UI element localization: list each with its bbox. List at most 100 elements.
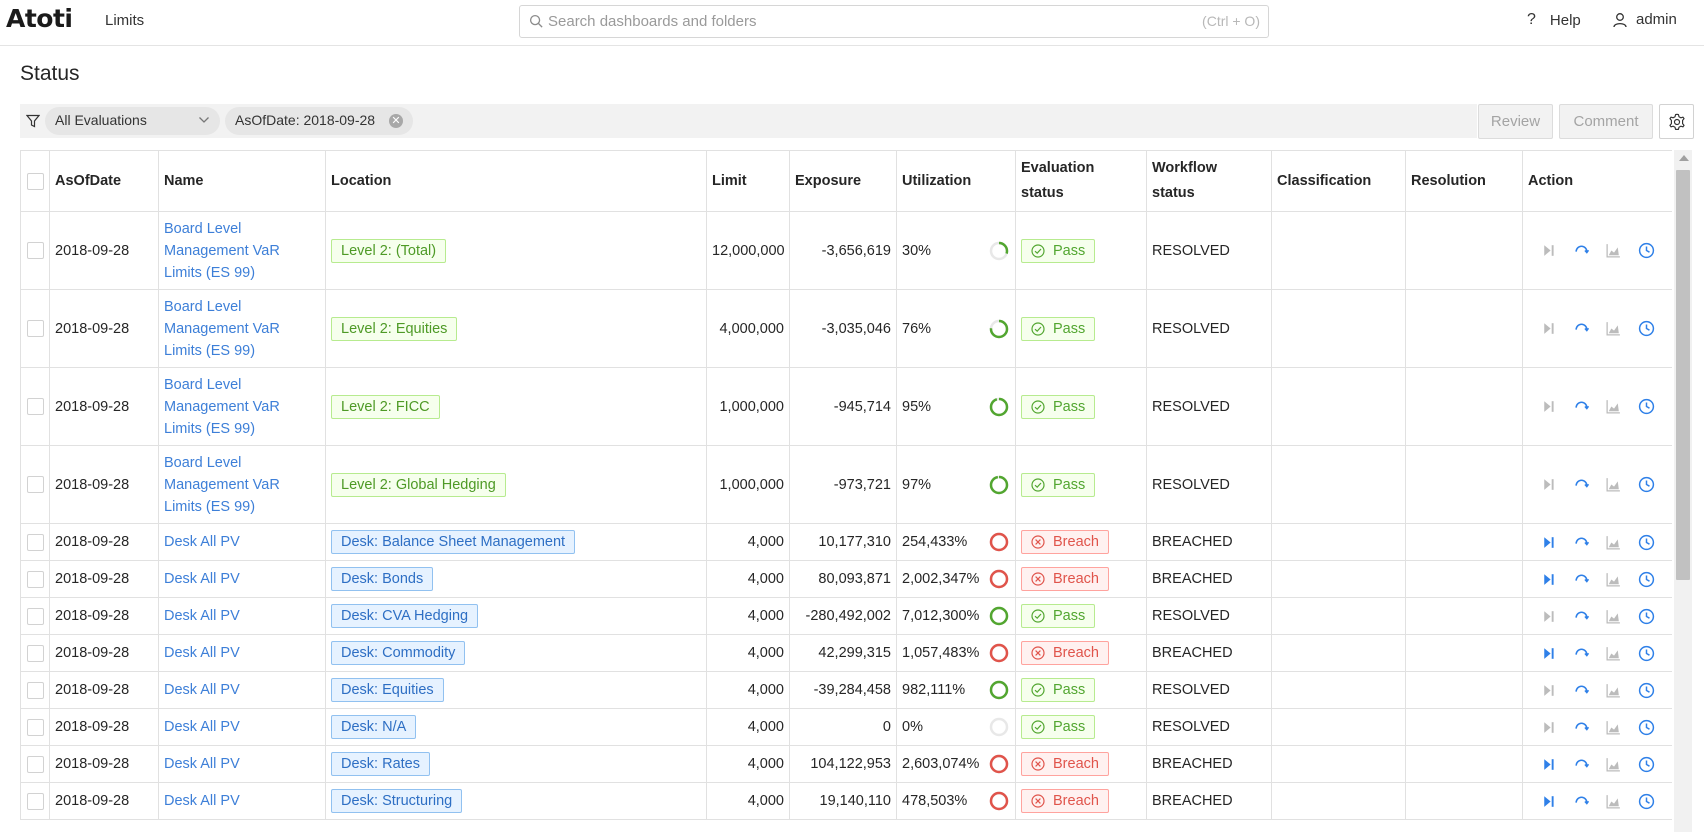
location-tag[interactable]: Desk: Balance Sheet Management — [331, 530, 576, 554]
refresh-icon[interactable] — [1573, 320, 1590, 337]
area-chart-icon[interactable] — [1605, 608, 1622, 625]
table-row[interactable]: 2018-09-28 Desk All PV Desk: Equities 4,000… — [20, 671, 1672, 709]
row-checkbox[interactable] — [26, 792, 44, 810]
area-chart-icon[interactable] — [1605, 571, 1622, 588]
row-checkbox[interactable] — [26, 570, 44, 588]
limit-name-link[interactable]: Board Level Management VaR Limits (ES 99) — [158, 445, 326, 524]
help-button[interactable]: ? Help — [1527, 11, 1581, 29]
clock-icon[interactable] — [1638, 793, 1655, 810]
area-chart-icon[interactable] — [1605, 719, 1622, 736]
location-tag[interactable]: Level 2: Equities — [331, 316, 458, 341]
filter-icon[interactable] — [26, 114, 40, 128]
refresh-icon[interactable] — [1573, 608, 1590, 625]
clock-icon[interactable] — [1638, 398, 1655, 415]
user-menu[interactable]: admin — [1612, 11, 1677, 28]
area-chart-icon[interactable] — [1605, 756, 1622, 773]
location-tag[interactable]: Desk: Equities — [331, 678, 444, 702]
limit-name-link[interactable]: Desk All PV — [158, 782, 326, 820]
table-row[interactable]: 2018-09-28 Board Level Management VaR Limit… — [20, 367, 1672, 446]
row-checkbox[interactable] — [26, 644, 44, 662]
step-forward-icon[interactable] — [1540, 476, 1557, 493]
table-row[interactable]: 2018-09-28 Board Level Management VaR Limit… — [20, 445, 1672, 524]
clock-icon[interactable] — [1638, 534, 1655, 551]
area-chart-icon[interactable] — [1605, 682, 1622, 699]
step-forward-icon[interactable] — [1540, 793, 1557, 810]
limit-name-link[interactable]: Board Level Management VaR Limits (ES 99) — [158, 289, 326, 368]
select-all-checkbox[interactable] — [26, 172, 44, 190]
column-header[interactable]: Workflow status — [1146, 150, 1272, 212]
app-logo[interactable]: Atoti — [6, 4, 73, 33]
search-input[interactable]: Search dashboards and folders (Ctrl + O) — [519, 5, 1269, 38]
limit-name-link[interactable]: Desk All PV — [158, 560, 326, 598]
location-tag[interactable]: Desk: Structuring — [331, 789, 463, 813]
location-tag[interactable]: Level 2: Global Hedging — [331, 472, 506, 497]
clock-icon[interactable] — [1638, 476, 1655, 493]
refresh-icon[interactable] — [1573, 534, 1590, 551]
evaluation-select[interactable]: All Evaluations — [45, 107, 220, 135]
table-row[interactable]: 2018-09-28 Desk All PV Desk: Bonds 4,000 80,… — [20, 560, 1672, 598]
table-row[interactable]: 2018-09-28 Board Level Management VaR Limit… — [20, 289, 1672, 368]
table-row[interactable]: 2018-09-28 Desk All PV Desk: Commodity 4,00… — [20, 634, 1672, 672]
area-chart-icon[interactable] — [1605, 476, 1622, 493]
refresh-icon[interactable] — [1573, 756, 1590, 773]
area-chart-icon[interactable] — [1605, 242, 1622, 259]
limit-name-link[interactable]: Desk All PV — [158, 671, 326, 709]
column-header[interactable]: Location — [325, 150, 707, 212]
refresh-icon[interactable] — [1573, 242, 1590, 259]
step-forward-icon[interactable] — [1540, 608, 1557, 625]
clock-icon[interactable] — [1638, 645, 1655, 662]
limit-name-link[interactable]: Desk All PV — [158, 523, 326, 561]
clock-icon[interactable] — [1638, 242, 1655, 259]
row-checkbox[interactable] — [26, 755, 44, 773]
settings-button[interactable] — [1659, 104, 1694, 139]
limit-name-link[interactable]: Desk All PV — [158, 634, 326, 672]
location-tag[interactable]: Desk: Bonds — [331, 567, 434, 591]
scroll-up-arrow[interactable] — [1679, 155, 1689, 161]
column-header[interactable]: Exposure — [789, 150, 897, 212]
area-chart-icon[interactable] — [1605, 398, 1622, 415]
table-row[interactable]: 2018-09-28 Desk All PV Desk: CVA Hedging 4,… — [20, 597, 1672, 635]
scrollbar-thumb[interactable] — [1676, 170, 1690, 580]
date-filter-chip[interactable]: AsOfDate: 2018-09-28 ✕ — [225, 107, 413, 135]
row-checkbox[interactable] — [26, 476, 44, 493]
row-checkbox[interactable] — [26, 242, 44, 259]
clock-icon[interactable] — [1638, 608, 1655, 625]
location-tag[interactable]: Desk: Commodity — [331, 641, 466, 665]
area-chart-icon[interactable] — [1605, 534, 1622, 551]
row-checkbox[interactable] — [26, 398, 44, 415]
step-forward-icon[interactable] — [1540, 682, 1557, 699]
column-header[interactable]: Action — [1522, 150, 1672, 212]
location-tag[interactable]: Desk: Rates — [331, 752, 430, 776]
table-row[interactable]: 2018-09-28 Desk All PV Desk: Structuring 4,… — [20, 782, 1672, 820]
refresh-icon[interactable] — [1573, 645, 1590, 662]
refresh-icon[interactable] — [1573, 719, 1590, 736]
location-tag[interactable]: Level 2: (Total) — [331, 238, 447, 263]
location-tag[interactable]: Desk: N/A — [331, 715, 417, 739]
table-row[interactable]: 2018-09-28 Desk All PV Desk: Balance Sheet… — [20, 523, 1672, 561]
step-forward-icon[interactable] — [1540, 242, 1557, 259]
refresh-icon[interactable] — [1573, 682, 1590, 699]
refresh-icon[interactable] — [1573, 571, 1590, 588]
limit-name-link[interactable]: Board Level Management VaR Limits (ES 99) — [158, 367, 326, 446]
column-header[interactable]: Resolution — [1405, 150, 1523, 212]
comment-button[interactable]: Comment — [1559, 104, 1653, 139]
review-button[interactable]: Review — [1478, 104, 1553, 139]
clock-icon[interactable] — [1638, 682, 1655, 699]
clock-icon[interactable] — [1638, 571, 1655, 588]
refresh-icon[interactable] — [1573, 793, 1590, 810]
refresh-icon[interactable] — [1573, 398, 1590, 415]
area-chart-icon[interactable] — [1605, 320, 1622, 337]
column-header[interactable]: AsOfDate — [49, 150, 159, 212]
step-forward-icon[interactable] — [1540, 756, 1557, 773]
table-row[interactable]: 2018-09-28 Board Level Management VaR Limit… — [20, 211, 1672, 290]
step-forward-icon[interactable] — [1540, 534, 1557, 551]
area-chart-icon[interactable] — [1605, 793, 1622, 810]
location-tag[interactable]: Desk: CVA Hedging — [331, 604, 479, 628]
area-chart-icon[interactable] — [1605, 645, 1622, 662]
limit-name-link[interactable]: Board Level Management VaR Limits (ES 99) — [158, 211, 326, 290]
column-header[interactable]: Evaluation status — [1015, 150, 1147, 212]
row-checkbox[interactable] — [26, 718, 44, 736]
clock-icon[interactable] — [1638, 756, 1655, 773]
column-header[interactable]: Utilization — [896, 150, 1016, 212]
limit-name-link[interactable]: Desk All PV — [158, 597, 326, 635]
